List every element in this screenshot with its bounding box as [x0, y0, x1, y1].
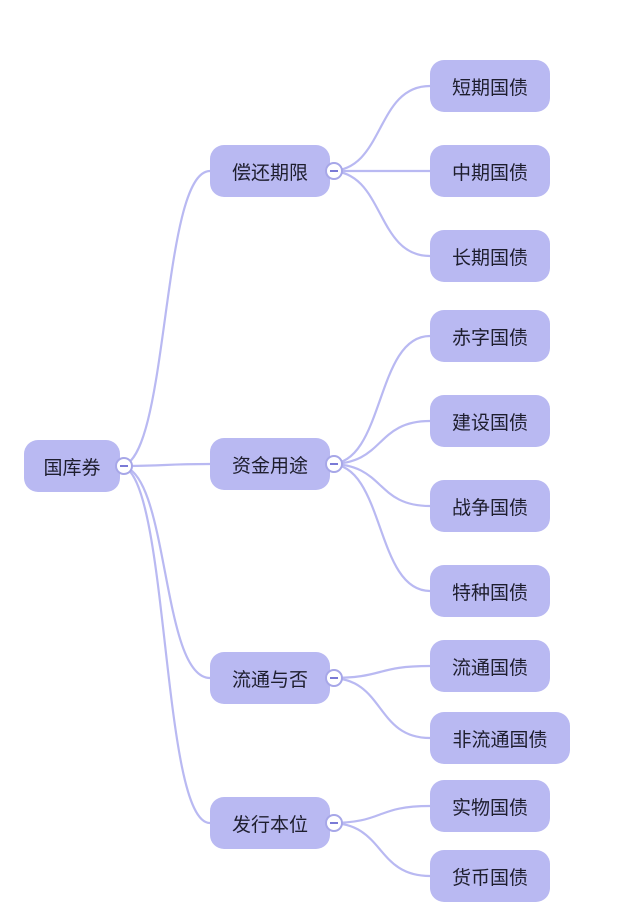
- node-label: 非流通国债: [452, 725, 547, 752]
- edge-c3-l8: [330, 666, 430, 678]
- edge-root-c3: [120, 466, 210, 678]
- node-label: 发行本位: [232, 810, 308, 837]
- mindmap-node-c1[interactable]: 偿还期限: [210, 145, 330, 197]
- edge-root-c1: [120, 171, 210, 466]
- mindmap-node-l6[interactable]: 战争国债: [430, 480, 550, 532]
- edge-c2-l7: [330, 464, 430, 591]
- edge-c2-l4: [330, 336, 430, 464]
- mindmap-node-c2[interactable]: 资金用途: [210, 438, 330, 490]
- edge-c1-l3: [330, 171, 430, 256]
- edge-c4-l10: [330, 806, 430, 823]
- node-label: 特种国债: [452, 578, 528, 605]
- node-label: 赤字国债: [452, 323, 528, 350]
- collapse-toggle-c2[interactable]: [325, 455, 343, 473]
- edge-c1-l1: [330, 86, 430, 171]
- node-label: 资金用途: [232, 451, 308, 478]
- edge-root-c2: [120, 464, 210, 466]
- edge-c2-l5: [330, 421, 430, 464]
- mindmap-node-c4[interactable]: 发行本位: [210, 797, 330, 849]
- node-label: 流通国债: [452, 653, 528, 680]
- mindmap-node-l1[interactable]: 短期国债: [430, 60, 550, 112]
- collapse-toggle-c4[interactable]: [325, 814, 343, 832]
- edge-root-c4: [120, 466, 210, 823]
- mindmap-node-l11[interactable]: 货币国债: [430, 850, 550, 902]
- node-label: 长期国债: [452, 243, 528, 270]
- node-label: 国库券: [43, 453, 100, 480]
- edge-c2-l6: [330, 464, 430, 506]
- node-label: 流通与否: [232, 665, 308, 692]
- collapse-toggle-c1[interactable]: [325, 162, 343, 180]
- mindmap-node-root[interactable]: 国库券: [24, 440, 120, 492]
- mindmap-node-l5[interactable]: 建设国债: [430, 395, 550, 447]
- node-label: 短期国债: [452, 73, 528, 100]
- node-label: 实物国债: [452, 793, 528, 820]
- node-label: 偿还期限: [232, 158, 308, 185]
- collapse-toggle-root[interactable]: [115, 457, 133, 475]
- mindmap-node-l3[interactable]: 长期国债: [430, 230, 550, 282]
- edge-c3-l9: [330, 678, 430, 738]
- mindmap-node-l8[interactable]: 流通国债: [430, 640, 550, 692]
- mindmap-node-l10[interactable]: 实物国债: [430, 780, 550, 832]
- mindmap-node-l9[interactable]: 非流通国债: [430, 712, 570, 764]
- collapse-toggle-c3[interactable]: [325, 669, 343, 687]
- mindmap-node-l2[interactable]: 中期国债: [430, 145, 550, 197]
- node-label: 建设国债: [452, 408, 528, 435]
- mindmap-node-l7[interactable]: 特种国债: [430, 565, 550, 617]
- node-label: 中期国债: [452, 158, 528, 185]
- mindmap-node-c3[interactable]: 流通与否: [210, 652, 330, 704]
- edge-c4-l11: [330, 823, 430, 876]
- node-label: 货币国债: [452, 863, 528, 890]
- node-label: 战争国债: [452, 493, 528, 520]
- mindmap-node-l4[interactable]: 赤字国债: [430, 310, 550, 362]
